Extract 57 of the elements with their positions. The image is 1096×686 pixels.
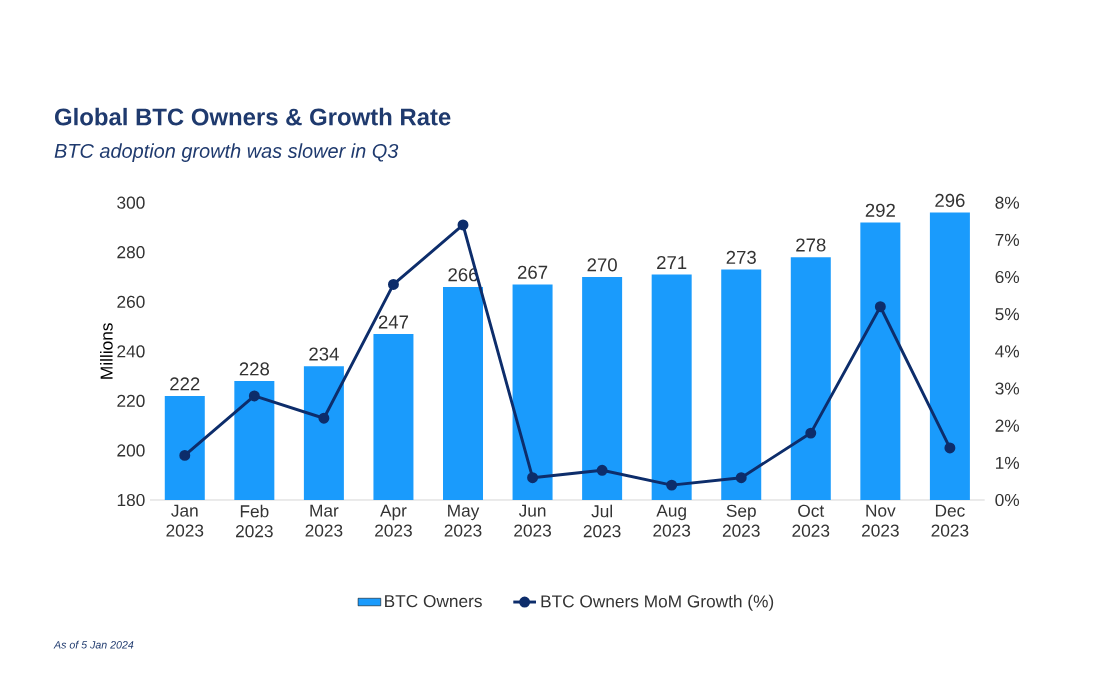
point bbox=[527, 472, 539, 484]
x-tick-label: Sep 2023 bbox=[722, 504, 760, 537]
text: As of 5 Jan 2024 bbox=[53, 640, 134, 649]
point bbox=[874, 301, 886, 313]
data-label: 222 bbox=[170, 377, 200, 391]
point bbox=[596, 464, 608, 476]
y-tick-label: 300 bbox=[117, 196, 145, 209]
x-tick-label: Oct 2023 bbox=[792, 504, 830, 537]
point bbox=[179, 449, 191, 461]
data-label: 278 bbox=[796, 238, 826, 252]
y-tick-label: 240 bbox=[117, 345, 145, 358]
x-tick-label: Jan 2023 bbox=[166, 504, 204, 537]
y2-tick-label: 3% bbox=[995, 382, 1020, 395]
point bbox=[944, 442, 956, 454]
y2-tick-label: 0% bbox=[995, 493, 1020, 507]
data-label: 292 bbox=[865, 203, 895, 217]
x-tick-label: Dec 2023 bbox=[931, 504, 969, 537]
data-label: 296 bbox=[935, 193, 965, 207]
point bbox=[457, 219, 469, 231]
legend-label: BTC Owners MoM Growth (%) bbox=[541, 594, 774, 611]
x-tick-label: Jul 2023 bbox=[583, 504, 621, 538]
x-tick-label: Apr 2023 bbox=[375, 504, 412, 537]
data-label: 228 bbox=[239, 362, 270, 376]
chart-subtitle: BTC adoption growth was slower in Q3 bbox=[54, 143, 399, 162]
point bbox=[666, 479, 678, 491]
y2-tick-label: 7% bbox=[995, 233, 1020, 246]
x-tick-label: Aug 2023 bbox=[653, 504, 691, 537]
data-label: 267 bbox=[517, 265, 548, 279]
x-tick-label: Feb 2023 bbox=[236, 504, 273, 538]
x-tick-label: May 2023 bbox=[444, 504, 482, 537]
y2-tick-label: 5% bbox=[995, 308, 1020, 321]
chart-title: Global BTC Owners & Growth Rate bbox=[55, 107, 451, 126]
point bbox=[805, 427, 817, 439]
y2-tick-label: 8% bbox=[995, 196, 1020, 209]
data-label: 271 bbox=[657, 255, 687, 269]
x-tick-label: Nov 2023 bbox=[862, 504, 899, 537]
y-tick-label: 200 bbox=[117, 444, 145, 457]
point bbox=[318, 412, 330, 424]
y-axis-title: Millions bbox=[100, 323, 113, 379]
data-label: 247 bbox=[378, 315, 409, 329]
data-label: 270 bbox=[587, 258, 617, 272]
y2-tick-label: 4% bbox=[995, 345, 1020, 358]
y-tick-label: 280 bbox=[117, 246, 145, 259]
y-tick-label: 220 bbox=[117, 394, 145, 407]
y2-tick-label: 6% bbox=[995, 270, 1020, 284]
data-label: 234 bbox=[309, 347, 339, 361]
x-tick-label: Jun 2023 bbox=[514, 504, 552, 537]
y-tick-label: 260 bbox=[117, 295, 145, 308]
x-tick-label: Mar 2023 bbox=[305, 504, 343, 537]
y2-tick-label: 1% bbox=[996, 456, 1020, 469]
y2-tick-label: 2% bbox=[995, 419, 1020, 432]
y-tick-label: 180 bbox=[117, 493, 145, 507]
point bbox=[248, 390, 260, 402]
legend-label: BTC Owners bbox=[385, 595, 482, 608]
point bbox=[387, 278, 399, 290]
point bbox=[735, 472, 747, 484]
data-label: 273 bbox=[726, 250, 756, 264]
